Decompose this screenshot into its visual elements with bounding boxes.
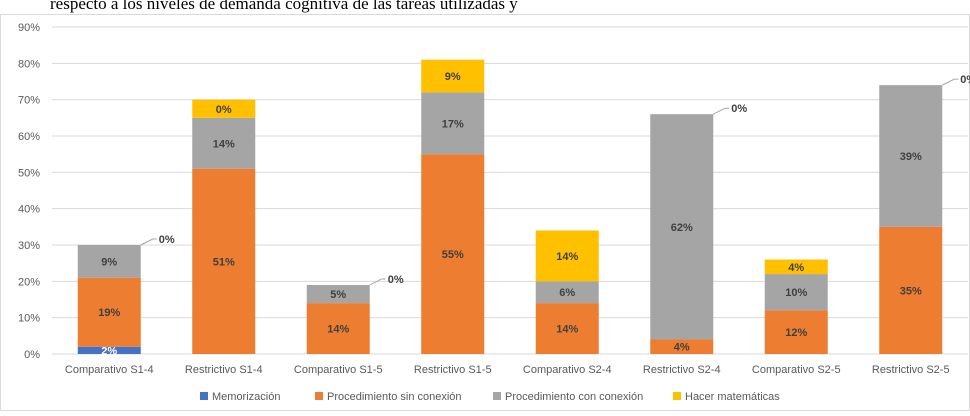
data-label: 35% bbox=[900, 285, 922, 297]
bar-segment bbox=[764, 310, 828, 354]
data-label: 12% bbox=[785, 327, 807, 339]
label-leader bbox=[369, 278, 382, 286]
bars bbox=[77, 59, 943, 354]
data-label: 17% bbox=[442, 118, 464, 130]
legend-label: Procedimiento con conexión bbox=[505, 391, 643, 403]
y-tick-label: 20% bbox=[18, 276, 40, 288]
bar-segment bbox=[77, 277, 141, 347]
data-label: 14% bbox=[327, 324, 349, 336]
data-label: 62% bbox=[671, 222, 693, 234]
label-leader bbox=[713, 107, 726, 115]
data-label: 4% bbox=[674, 342, 690, 354]
legend: Memorización Procedimiento sin conexión Pr… bbox=[200, 391, 780, 403]
data-label: 14% bbox=[556, 251, 578, 263]
y-tick-label: 90% bbox=[18, 22, 40, 34]
bar-segment bbox=[764, 259, 828, 275]
bar-segment bbox=[77, 245, 141, 278]
bar-segment bbox=[421, 59, 485, 93]
legend-swatch bbox=[673, 392, 681, 400]
caption-text: respecto a los niveles de demanda cognit… bbox=[50, 0, 518, 13]
legend-swatch bbox=[493, 392, 501, 400]
bar-segment bbox=[535, 230, 599, 282]
legend-swatch bbox=[315, 392, 323, 400]
x-tick-label: Comparativo S2-4 bbox=[523, 364, 612, 376]
x-tick-label: Comparativo S1-5 bbox=[294, 364, 383, 376]
bar-segment bbox=[535, 303, 599, 354]
bar-segment bbox=[535, 281, 599, 304]
data-label: 19% bbox=[98, 307, 120, 319]
data-label: 9% bbox=[445, 71, 461, 83]
bar-segment bbox=[306, 284, 370, 304]
data-labels: 2% 19% 9% 0% 51% 14% 0% 14% 5% 0% 55% 17% 9% 14% 6% 14%… bbox=[98, 71, 970, 357]
data-label: 2% bbox=[101, 345, 117, 357]
y-tick-label: 50% bbox=[18, 167, 40, 179]
data-label: 14% bbox=[556, 324, 578, 336]
x-tick-label: Restrictivo S2-4 bbox=[643, 364, 721, 376]
data-label: 0% bbox=[216, 104, 232, 116]
bar-segment bbox=[192, 117, 256, 169]
bar-segment bbox=[421, 92, 485, 155]
y-tick-label: 60% bbox=[18, 131, 40, 143]
x-tick-label: Restrictivo S2-5 bbox=[872, 364, 950, 376]
legend-label: Procedimiento sin conexión bbox=[327, 391, 462, 403]
data-label: 0% bbox=[159, 234, 175, 246]
y-tick-label: 80% bbox=[18, 58, 40, 70]
data-label: 14% bbox=[213, 138, 235, 150]
bar-segment bbox=[192, 168, 256, 354]
legend-swatch bbox=[200, 392, 208, 400]
bar-segment bbox=[879, 226, 943, 354]
bar-segment bbox=[306, 303, 370, 354]
data-label: 5% bbox=[330, 289, 346, 301]
bar-segment bbox=[879, 85, 943, 227]
bar-segment bbox=[421, 154, 485, 354]
data-label: 0% bbox=[388, 274, 404, 286]
y-tick-label: 30% bbox=[18, 240, 40, 252]
x-axis-ticks: Comparativo S1-4 Restrictivo S1-4 Comparat… bbox=[65, 364, 950, 376]
y-tick-label: 10% bbox=[18, 313, 40, 325]
data-label: 51% bbox=[213, 256, 235, 268]
data-label: 39% bbox=[900, 151, 922, 163]
data-label: 4% bbox=[788, 262, 804, 274]
label-leader bbox=[942, 78, 955, 86]
bar-segment bbox=[650, 114, 714, 340]
bar-segment bbox=[650, 339, 714, 354]
x-tick-label: Restrictivo S1-4 bbox=[185, 364, 263, 376]
data-label: 10% bbox=[785, 287, 807, 299]
data-label: 55% bbox=[442, 249, 464, 261]
legend-label: Hacer matemáticas bbox=[685, 391, 780, 403]
x-tick-label: Comparativo S1-4 bbox=[65, 364, 154, 376]
data-label: 6% bbox=[559, 287, 575, 299]
y-tick-label: 40% bbox=[18, 204, 40, 216]
bar-segment bbox=[192, 99, 256, 118]
data-label: 0% bbox=[960, 74, 970, 86]
x-tick-label: Comparativo S2-5 bbox=[752, 364, 841, 376]
legend-label: Memorización bbox=[212, 391, 280, 403]
x-tick-label: Restrictivo S1-5 bbox=[414, 364, 492, 376]
bar-segment bbox=[764, 274, 828, 311]
y-tick-label: 70% bbox=[18, 95, 40, 107]
y-tick-label: 0% bbox=[24, 349, 40, 361]
data-label: 0% bbox=[731, 103, 747, 115]
bar-segment bbox=[77, 346, 141, 354]
label-leader bbox=[140, 238, 153, 246]
y-axis-ticks: 0% 10% 20% 30% 40% 50% 60% 70% 80% 90% bbox=[18, 22, 40, 361]
data-label: 9% bbox=[101, 256, 117, 268]
